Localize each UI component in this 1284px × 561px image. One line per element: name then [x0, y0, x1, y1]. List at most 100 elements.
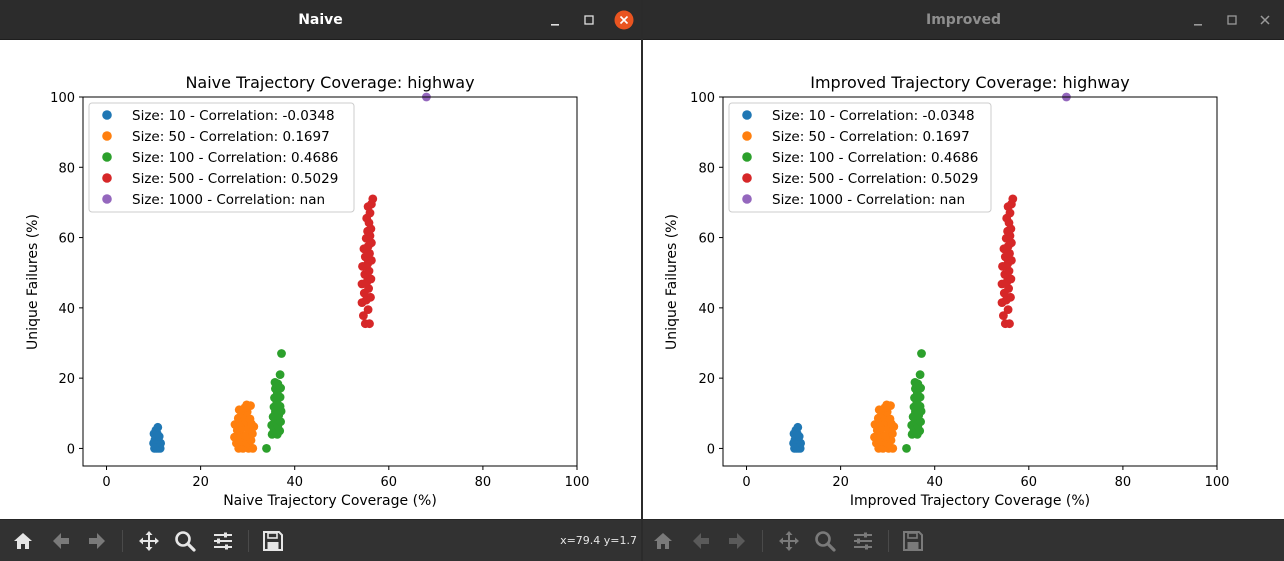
maximize-button[interactable] — [579, 10, 599, 30]
y-axis-label: Unique Failures (%) — [664, 214, 680, 350]
scatter-point — [368, 194, 378, 204]
scatter-point — [999, 311, 1008, 320]
x-tick-label: 60 — [1021, 475, 1038, 490]
back-button[interactable] — [689, 529, 713, 553]
scatter-point — [275, 370, 285, 379]
close-button[interactable] — [614, 10, 634, 30]
legend-marker — [102, 110, 112, 120]
minimize-button[interactable] — [1188, 10, 1208, 30]
zoom-button[interactable] — [173, 529, 197, 553]
scatter-point — [902, 444, 911, 453]
axes-frame — [82, 96, 578, 467]
save-button[interactable] — [901, 529, 925, 553]
y-tick-label: 40 — [58, 302, 75, 317]
close-icon — [1260, 15, 1270, 25]
toolbar-separator — [248, 530, 249, 552]
home-button[interactable] — [11, 529, 35, 553]
scatter-point — [910, 378, 920, 387]
legend-marker — [102, 173, 112, 183]
zoom-icon — [175, 531, 196, 552]
y-tick-label: 60 — [698, 232, 715, 247]
x-tick-label: 40 — [926, 475, 943, 490]
x-tick-label: 20 — [832, 475, 849, 490]
cursor-coordinates: x=79.4 y=1.7 — [560, 534, 637, 547]
matplotlib-toolbar: x=79.4 y=1.7 — [0, 519, 641, 561]
configure-subplots-button[interactable] — [851, 529, 875, 553]
window-title: Improved — [926, 12, 1001, 28]
forward-button[interactable] — [85, 529, 109, 553]
home-icon — [14, 533, 32, 549]
scatter-point — [1003, 305, 1013, 314]
minimize-icon — [1194, 24, 1202, 26]
matplotlib-toolbar — [643, 519, 1284, 561]
forward-button[interactable] — [725, 529, 749, 553]
x-tick-label: 80 — [1115, 475, 1132, 490]
legend: Size: 10 - Correlation: -0.0348 Size: 50 … — [88, 102, 355, 213]
x-tick-label: 40 — [286, 475, 303, 490]
back-arrow-icon — [53, 533, 69, 549]
scatter-point — [1006, 292, 1015, 302]
scatter-point — [1005, 319, 1014, 329]
forward-arrow-icon — [729, 533, 745, 549]
close-button[interactable] — [1255, 10, 1275, 30]
toolbar-separator — [122, 530, 123, 552]
back-button[interactable] — [49, 529, 73, 553]
configure-subplots-icon — [854, 532, 872, 550]
y-tick-label: 100 — [50, 91, 75, 106]
maximize-icon — [584, 15, 594, 25]
home-icon — [654, 533, 672, 549]
y-tick-label: 80 — [58, 161, 75, 176]
home-button[interactable] — [651, 529, 675, 553]
maximize-button[interactable] — [1222, 10, 1242, 30]
legend-label: Size: 100 - Correlation: 0.4686 — [772, 150, 978, 166]
save-icon — [263, 531, 283, 551]
axes-frame — [722, 96, 1218, 467]
scatter-point — [1008, 194, 1018, 204]
legend-box — [728, 102, 992, 213]
scatter-point — [881, 431, 891, 441]
title-bar[interactable]: Improved — [643, 0, 1284, 40]
legend-marker — [102, 152, 112, 162]
pan-button[interactable] — [777, 529, 801, 553]
scatter-point — [364, 266, 374, 276]
minimize-button[interactable] — [545, 10, 565, 30]
configure-subplots-button[interactable] — [211, 529, 235, 553]
y-tick-label: 80 — [698, 161, 715, 176]
x-axis-ticks: 0 20 40 60 80 100 — [742, 466, 1229, 490]
y-axis-ticks: 0 20 40 60 80 100 — [50, 91, 83, 457]
save-button[interactable] — [261, 529, 285, 553]
x-tick-label: 60 — [381, 475, 398, 490]
y-tick-label: 60 — [58, 232, 75, 247]
x-tick-label: 0 — [742, 475, 750, 490]
scatter-point — [366, 274, 376, 284]
legend-marker — [742, 110, 752, 120]
scatter-markers — [789, 92, 1071, 453]
scatter-point — [245, 414, 255, 424]
legend-marker — [742, 131, 752, 141]
plot-area[interactable]: Naive Trajectory Coverage: highway 0 20 40… — [0, 40, 641, 520]
x-tick-label: 80 — [475, 475, 492, 490]
save-icon — [903, 531, 923, 551]
scatter-point — [241, 431, 251, 441]
y-tick-label: 20 — [58, 372, 75, 387]
x-tick-label: 0 — [102, 475, 110, 490]
legend-label: Size: 500 - Correlation: 0.5029 — [772, 171, 978, 187]
y-axis-label: Unique Failures (%) — [25, 214, 41, 350]
legend-label: Size: 500 - Correlation: 0.5029 — [132, 171, 338, 187]
window-title: Naive — [298, 12, 343, 28]
legend-marker — [102, 131, 112, 141]
scatter-point — [364, 284, 373, 293]
y-axis-ticks: 0 20 40 60 80 100 — [690, 91, 723, 457]
configure-subplots-icon — [214, 532, 232, 550]
scatter-point — [1006, 274, 1016, 284]
x-axis-ticks: 0 20 40 60 80 100 — [102, 466, 589, 490]
x-axis-label: Naive Trajectory Coverage (%) — [223, 493, 437, 509]
scatter-point — [882, 400, 892, 410]
zoom-button[interactable] — [813, 529, 837, 553]
title-bar[interactable]: Naive — [0, 0, 641, 40]
scatter-point — [248, 444, 258, 453]
legend-box — [88, 102, 355, 213]
plot-area[interactable]: Improved Trajectory Coverage: highway 0 2… — [643, 40, 1284, 520]
pan-button[interactable] — [137, 529, 161, 553]
x-axis-label: Improved Trajectory Coverage (%) — [850, 493, 1090, 509]
